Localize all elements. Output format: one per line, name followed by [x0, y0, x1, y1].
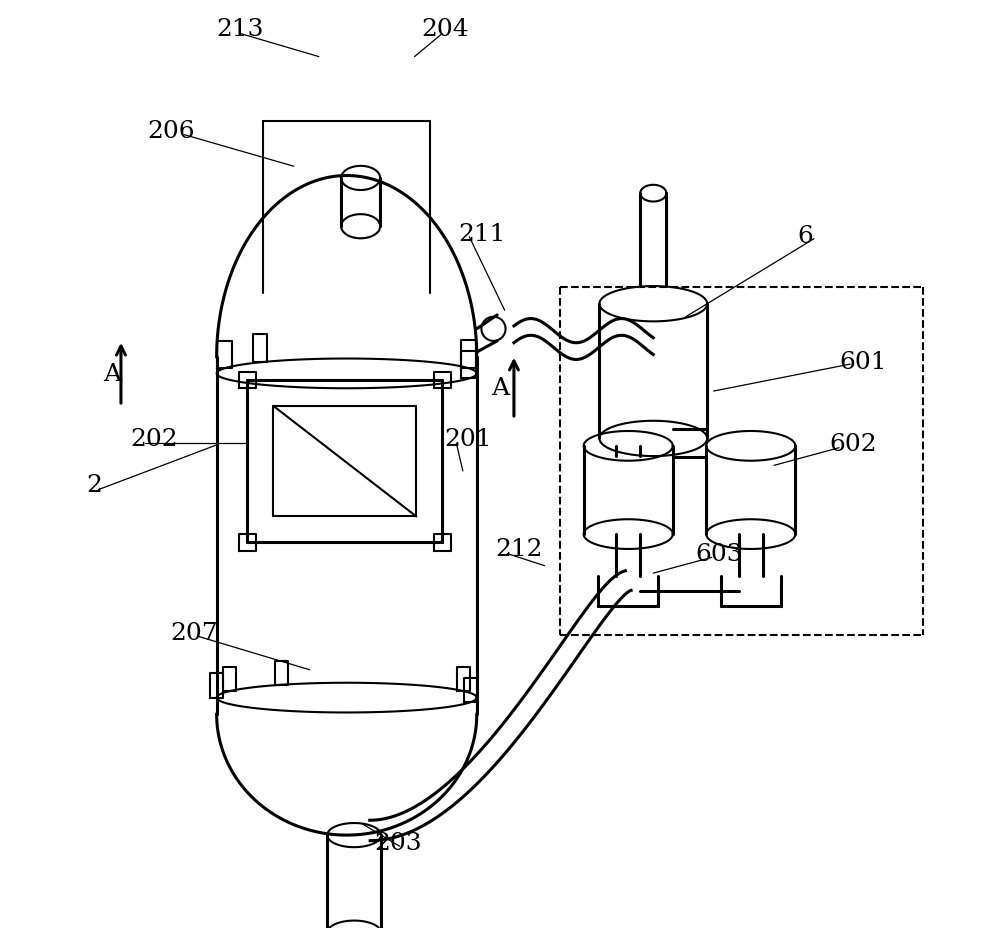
Text: 206: 206: [147, 121, 195, 143]
Text: 211: 211: [458, 223, 506, 245]
Text: A: A: [103, 363, 121, 385]
Text: 213: 213: [217, 19, 264, 41]
Text: 212: 212: [495, 538, 543, 561]
Text: 204: 204: [421, 19, 469, 41]
Text: 6: 6: [797, 226, 813, 248]
Text: 601: 601: [839, 351, 887, 373]
Text: 2: 2: [87, 474, 102, 496]
Text: 603: 603: [695, 543, 743, 565]
Text: 201: 201: [444, 428, 492, 450]
Text: 602: 602: [830, 432, 877, 455]
Text: A: A: [491, 377, 509, 399]
Text: 202: 202: [130, 428, 178, 450]
Text: 207: 207: [170, 622, 218, 644]
Text: 203: 203: [375, 831, 422, 854]
